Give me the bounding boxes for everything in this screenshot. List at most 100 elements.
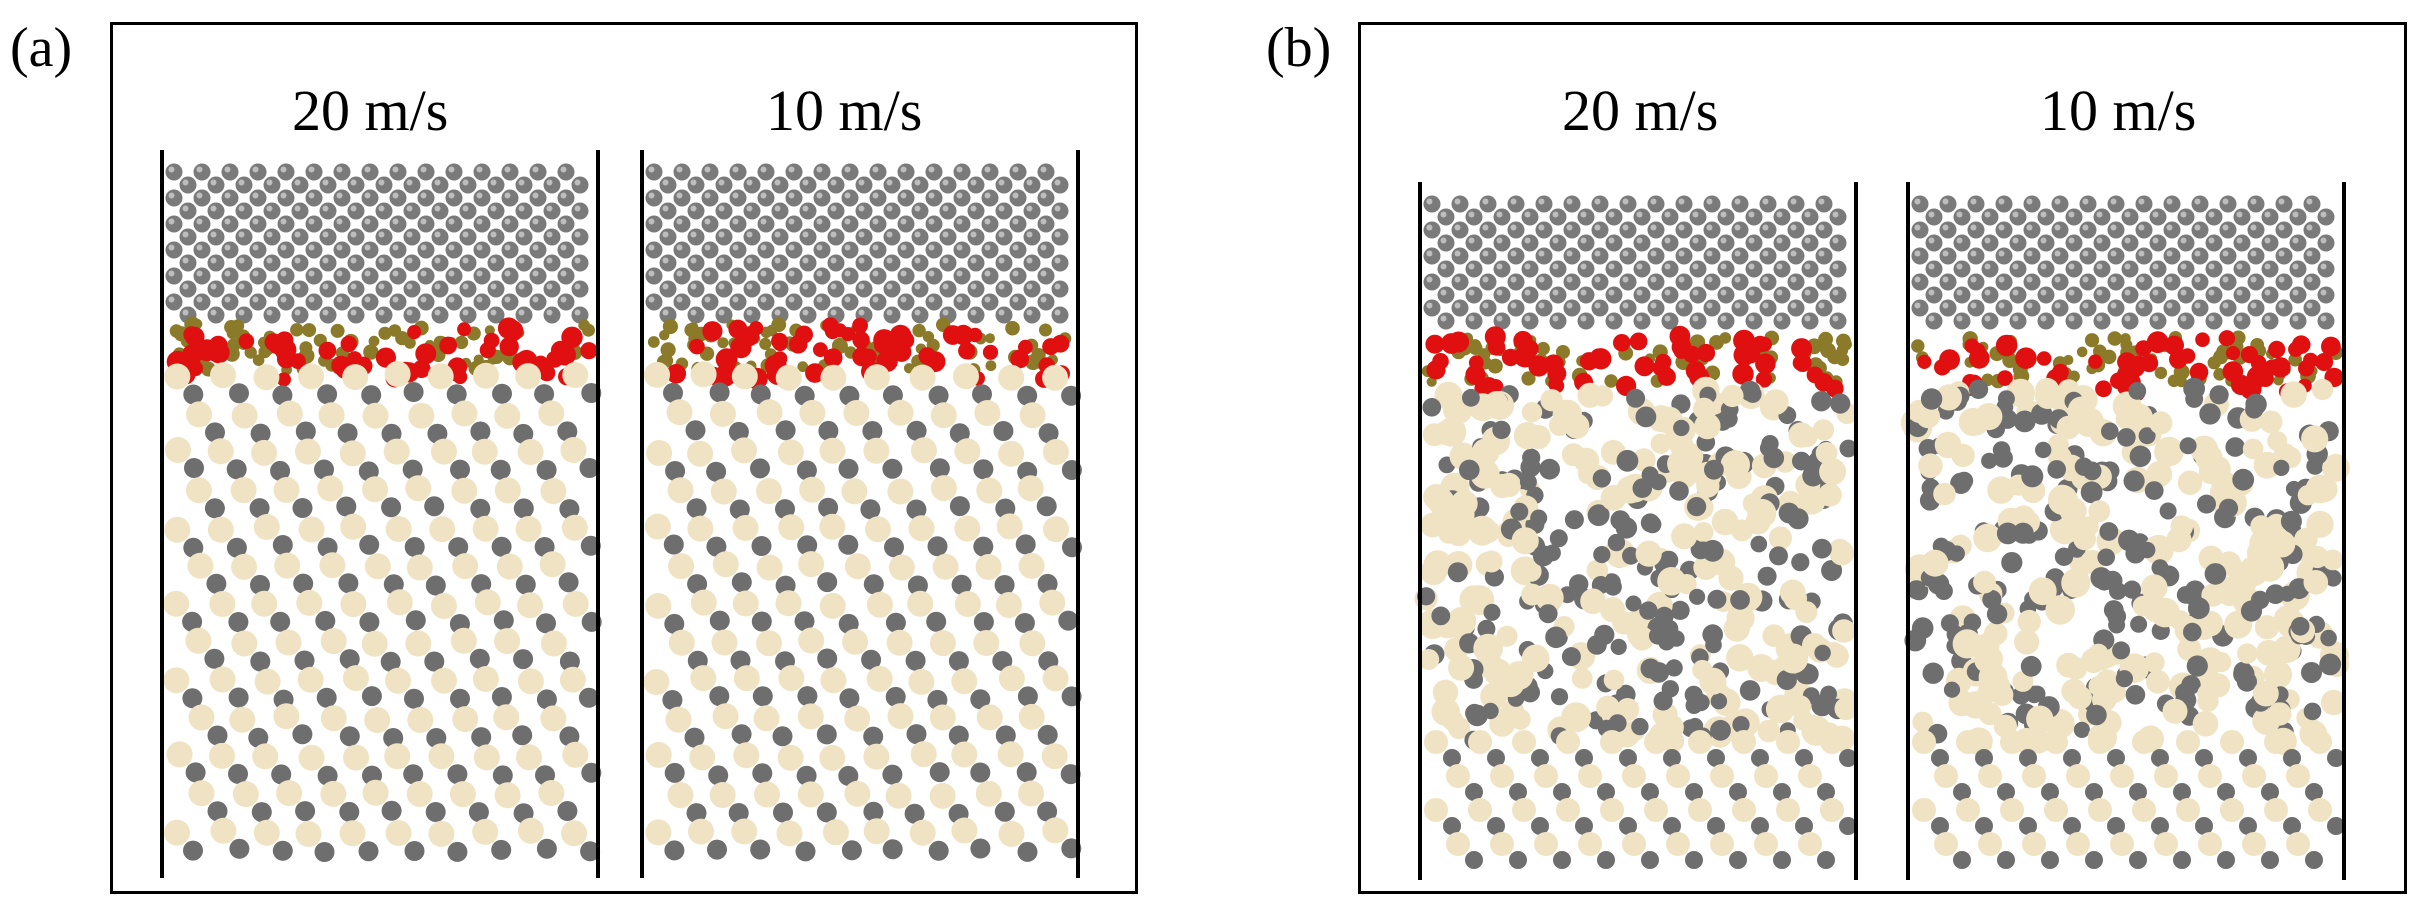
oxygen-atom [2291,335,2311,354]
oxygen-atom [1755,371,1773,388]
tip-atom-highlight [350,231,357,238]
tip-atom [1437,312,1455,330]
silicon-atom [164,363,191,390]
tip-atom-highlight [760,218,767,225]
silicon-atom [908,515,935,542]
carbon-atom [2073,721,2090,739]
tip-atom-highlight [182,231,189,238]
tip-atom [347,202,365,220]
tip-atom [305,241,323,259]
tip-atom [2205,286,2223,304]
tip-atom-highlight [1914,302,1921,309]
tip-atom-highlight [1608,211,1615,218]
silicon-atom [951,668,978,695]
tip-atom [911,228,929,246]
tip-atom-highlight [1650,224,1657,231]
tip-atom-highlight [942,179,949,186]
silicon-atom [1934,431,1962,459]
carbon-atom [2283,749,2301,767]
silicon-atom [2022,764,2046,788]
silicon-atom [930,402,957,429]
tip-atom-highlight [2068,237,2075,244]
silicon-atom [1622,832,1646,856]
carbon-atom [2185,389,2204,408]
silicon-atom [1912,711,1933,733]
carbon-atom [2273,459,2290,476]
tip-atom-highlight [1594,198,1601,205]
silicon-atom [517,817,544,844]
tip-atom [1535,299,1553,317]
tip-atom-highlight [546,205,553,212]
carbon-atom [929,762,950,783]
interface-atom [1556,345,1570,359]
carbon-atom [2204,563,2227,585]
tip-atom-highlight [1622,250,1629,257]
silicon-atom [343,744,369,771]
tip-atom-highlight [2250,250,2257,257]
carbon-atom [1811,391,1832,412]
oxygen-atom [2321,336,2341,357]
tip-atom [557,293,575,311]
carbon-atom [2130,615,2148,633]
tip-atom [529,163,547,181]
tip-atom [1521,234,1539,252]
tip-atom-highlight [998,283,1005,290]
tip-atom-highlight [476,270,483,277]
silicon-atom [562,362,589,388]
tip-atom-highlight [322,179,329,186]
tip-atom-highlight [2222,224,2229,231]
tip-atom-highlight [350,205,357,212]
tip-atom-highlight [1496,237,1503,244]
tip-atom [459,202,477,220]
tip-atom-highlight [2194,224,2201,231]
carbon-atom [709,610,730,631]
carbon-atom [2151,817,2169,835]
oxygen-atom [1018,339,1033,355]
tip-atom [1437,234,1455,252]
silicon-atom [1818,483,1842,507]
carbon-atom [2082,461,2102,481]
tip-atom [1451,299,1469,317]
silicon-atom [776,820,803,847]
silicon-atom [431,667,457,694]
tip-atom-highlight [210,283,217,290]
silicon-atom [929,782,956,809]
silicon-atom [185,477,212,504]
tip-atom [403,228,421,246]
tip-atom [445,189,463,207]
silicon-atom [428,820,455,847]
tip-atom [1037,163,1055,181]
tip-atom [1521,312,1539,330]
tip-atom-highlight [1650,302,1657,309]
carbon-atom [2063,817,2081,835]
tip-atom [855,280,873,298]
tip-atom [2023,273,2041,291]
tip-atom [1493,234,1511,252]
carbon-atom [750,458,770,479]
carbon-atom [2001,552,2023,574]
silicon-atom [517,668,544,695]
silicon-atom [863,364,890,391]
carbon-atom [1650,473,1667,491]
carbon-atom [708,765,729,786]
carbon-atom [906,724,927,745]
tip-atom [1953,260,1971,278]
carbon-atom [2125,685,2146,705]
silicon-atom [1657,567,1686,596]
silicon-atom [2286,764,2310,788]
tip-atom [799,280,817,298]
silicon-atom [538,780,565,806]
tip-atom [487,280,505,298]
silicon-atom [1042,439,1069,465]
tip-atom [995,306,1013,324]
tip-atom [2051,195,2069,213]
tip-atom [799,176,817,194]
silicon-atom [559,666,586,693]
silicon-atom [1512,798,1536,822]
tip-atom-highlight [532,296,539,303]
silicon-atom [1039,589,1066,616]
tip-atom-highlight [196,192,203,199]
tip-atom [445,215,463,233]
tip-atom [501,163,519,181]
tip-atom [897,293,915,311]
